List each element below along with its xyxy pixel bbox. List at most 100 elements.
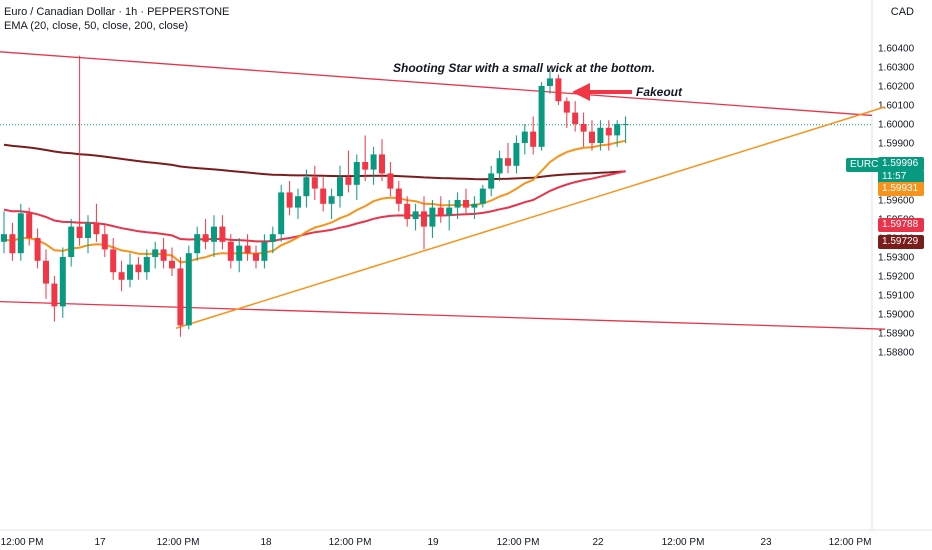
candle-down: [286, 192, 293, 208]
candle-up: [614, 124, 621, 136]
ema200-tag: 1.59729: [878, 235, 924, 249]
y-tick-label: 1.59000: [878, 310, 915, 321]
candle-up: [278, 192, 285, 235]
candle-down: [387, 173, 394, 189]
chart-title: Euro / Canadian Dollar · 1h · PEPPERSTON…: [4, 6, 230, 18]
candle-down: [605, 127, 612, 136]
candle-up: [211, 226, 217, 242]
candle-down: [253, 253, 259, 261]
currency-label: CAD: [890, 6, 914, 18]
shooting-star-annotation: Shooting Star with a small wick at the b…: [393, 61, 656, 75]
candle-up: [479, 188, 486, 204]
x-tick-label: 12:00 PM: [497, 537, 540, 548]
candle-up: [353, 162, 360, 185]
x-tick-label: 19: [427, 537, 439, 548]
ema20-tag: 1.59931: [878, 182, 924, 196]
x-tick-label: 12:00 PM: [157, 537, 200, 548]
candle-down: [118, 272, 125, 280]
x-tick-label: 22: [592, 537, 604, 548]
candle-up: [597, 127, 604, 143]
y-tick-label: 1.60200: [878, 82, 915, 93]
ema50-tag: 1.59788: [878, 218, 924, 232]
candle-up: [496, 158, 503, 174]
candle-up: [547, 78, 553, 86]
x-tick-label: 23: [760, 537, 772, 548]
candle-down: [219, 226, 226, 242]
candle-down: [202, 234, 209, 242]
candle-up: [261, 241, 268, 261]
x-tick-label: 17: [94, 537, 106, 548]
candle-down: [76, 226, 83, 238]
candle-up: [143, 257, 150, 273]
candle-down: [169, 260, 175, 269]
candle-down: [311, 177, 318, 189]
y-tick-label: 1.60000: [878, 120, 915, 131]
candle-up: [127, 264, 133, 280]
candle-down: [227, 241, 234, 261]
candle-down: [9, 234, 16, 254]
candle-up: [538, 86, 545, 147]
y-tick-label: 1.60100: [878, 101, 915, 112]
y-tick-label: 1.60400: [878, 44, 915, 55]
y-tick-label: 1.60300: [878, 63, 915, 74]
candle-down: [437, 207, 444, 216]
candle-down: [563, 101, 570, 113]
candle-up: [152, 249, 159, 257]
ema50-line: [3, 170, 626, 243]
candle-down: [555, 78, 562, 102]
y-tick-label: 1.59100: [878, 291, 915, 302]
x-tick-label: 12:00 PM: [662, 537, 705, 548]
candle-down: [530, 131, 537, 147]
candle-up: [521, 131, 528, 143]
lower-support-trendline: [0, 301, 886, 330]
candle-up: [269, 234, 276, 242]
candle-down: [395, 188, 402, 204]
candle-down: [43, 260, 49, 284]
candle-up: [68, 226, 75, 257]
candle-down: [51, 283, 58, 307]
candle-up: [513, 143, 520, 166]
candle-up: [337, 177, 343, 197]
candle-down: [589, 131, 595, 143]
x-tick-label: 12:00 PM: [1, 537, 44, 548]
candle-down: [379, 154, 385, 174]
candle-up: [303, 177, 310, 197]
candle-down: [26, 213, 33, 238]
candle-down: [160, 249, 167, 261]
candle-up: [622, 124, 629, 125]
candle-up: [412, 211, 419, 219]
ascending-trendline: [175, 106, 886, 329]
candle-up: [1, 234, 7, 242]
candle-up: [488, 173, 495, 189]
candle-down: [463, 200, 469, 208]
candle-up: [59, 257, 66, 307]
y-tick-label: 1.59300: [878, 253, 915, 264]
candle-up: [328, 196, 335, 204]
ema20-line: [3, 139, 626, 264]
candle-down: [320, 188, 327, 204]
candle-up: [295, 196, 301, 208]
candle-up: [17, 213, 24, 254]
candle-down: [345, 177, 352, 185]
candle-down: [34, 238, 41, 261]
x-tick-label: 12:00 PM: [329, 537, 372, 548]
candle-up: [471, 203, 478, 208]
x-tick-label: 12:00 PM: [829, 537, 872, 548]
candle-down: [244, 245, 251, 254]
y-tick-label: 1.58800: [878, 348, 915, 359]
candle-down: [421, 211, 427, 227]
candle-down: [177, 268, 184, 326]
indicator-legend: EMA (20, close, 50, close, 200, close): [4, 20, 189, 32]
candle-down: [110, 249, 117, 273]
candle-up: [185, 253, 192, 326]
y-tick-label: 1.59200: [878, 272, 915, 283]
candle-up: [236, 245, 243, 261]
candle-up: [370, 154, 377, 170]
candle-down: [362, 162, 369, 170]
candle-up: [194, 234, 201, 254]
y-tick-label: 1.58900: [878, 329, 915, 340]
candle-up: [85, 222, 91, 238]
candle-down: [572, 112, 579, 124]
countdown-tag: 11:57: [878, 170, 924, 184]
